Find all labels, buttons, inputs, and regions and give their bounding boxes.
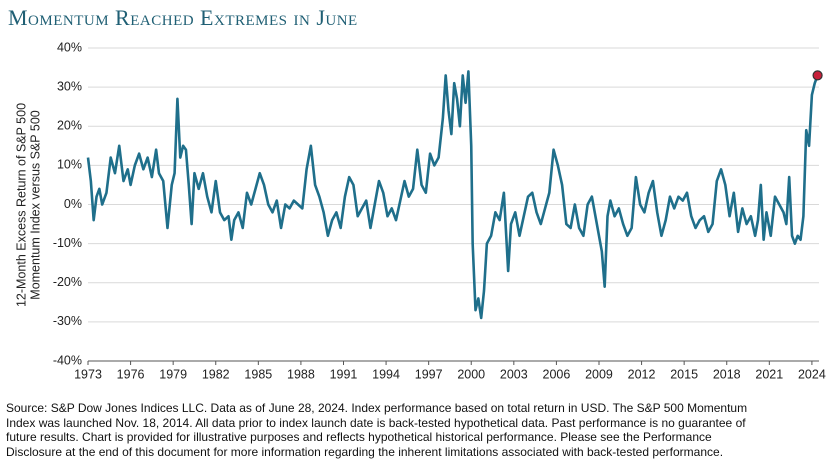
x-tick-label: 1994 <box>372 367 400 381</box>
footnote-line: Source: S&P Dow Jones Indices LLC. Data … <box>6 401 748 415</box>
x-tick-label: 1985 <box>244 367 272 381</box>
x-tick-label: 2003 <box>500 367 528 381</box>
x-tick-label: 1991 <box>330 367 358 381</box>
x-tick-label: 1997 <box>415 367 443 381</box>
series-line <box>86 70 819 320</box>
y-axis-label: 12-Month Excess Return of S&P 500 Moment… <box>14 103 42 307</box>
x-tick-label: 1976 <box>117 367 145 381</box>
y-tick-label: -20% <box>53 275 82 289</box>
footnote: Source: S&P Dow Jones Indices LLC. Data … <box>6 401 830 459</box>
y-axis-label-line: 12-Month Excess Return of S&P 500 <box>14 103 28 307</box>
footnote-line: future results. Chart is provided for il… <box>6 430 712 444</box>
x-tick-label: 2015 <box>670 367 698 381</box>
end-marker <box>812 70 823 81</box>
y-tick-label: -30% <box>53 314 82 328</box>
y-tick-label: 0% <box>64 197 82 211</box>
footnote-line: Index was launched Nov. 18, 2014. All da… <box>6 415 746 430</box>
x-tick-label: 2009 <box>585 367 613 381</box>
x-tick-label: 1979 <box>159 367 187 381</box>
x-tick-label: 2000 <box>457 367 485 381</box>
y-tick-label: 30% <box>57 79 82 93</box>
x-tick-label: 1982 <box>202 367 230 381</box>
y-axis-label-line: Momentum Index versus S&P 500 <box>28 110 42 299</box>
footnote-line: Disclosure at the end of this document f… <box>6 444 724 459</box>
y-tick-label: -10% <box>53 236 82 250</box>
x-tick-label: 2024 <box>798 367 826 381</box>
x-tick-label: 2006 <box>543 367 571 381</box>
chart: Momentum Reached Extremes in June 12-Mon… <box>8 5 826 381</box>
chart-title: Momentum Reached Extremes in June <box>8 5 358 30</box>
y-tick-label: 40% <box>57 40 82 54</box>
x-tick-label: 1988 <box>287 367 315 381</box>
y-tick-label: 20% <box>57 119 82 133</box>
y-tick-label: -40% <box>53 353 82 367</box>
x-tick-label: 2021 <box>755 367 783 381</box>
x-tick-label: 2018 <box>713 367 741 381</box>
x-tick-label: 1973 <box>74 367 102 381</box>
y-tick-label: 10% <box>57 158 82 172</box>
x-tick-label: 2012 <box>628 367 656 381</box>
